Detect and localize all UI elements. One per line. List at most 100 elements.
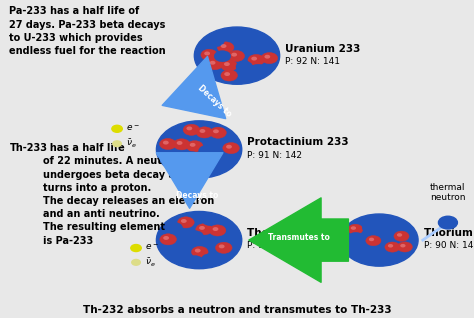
Circle shape — [163, 141, 169, 145]
Circle shape — [235, 70, 251, 81]
Circle shape — [183, 124, 200, 135]
Text: Uranium 233: Uranium 233 — [285, 44, 361, 54]
Circle shape — [208, 36, 224, 47]
Circle shape — [190, 143, 196, 147]
Circle shape — [213, 149, 229, 161]
Circle shape — [348, 224, 363, 234]
Circle shape — [131, 245, 141, 252]
Text: $e^-$: $e^-$ — [145, 243, 158, 252]
Circle shape — [221, 44, 227, 48]
Circle shape — [438, 216, 457, 229]
Text: Decays to: Decays to — [175, 191, 218, 200]
Circle shape — [226, 145, 232, 149]
Circle shape — [196, 224, 212, 235]
Circle shape — [349, 245, 365, 255]
Circle shape — [261, 52, 278, 64]
Text: P: 91 N: 142: P: 91 N: 142 — [247, 151, 302, 160]
Circle shape — [113, 141, 121, 147]
Circle shape — [224, 72, 230, 76]
Circle shape — [228, 51, 245, 62]
Circle shape — [377, 232, 392, 242]
Circle shape — [251, 57, 257, 60]
Circle shape — [365, 254, 380, 264]
Circle shape — [248, 54, 264, 66]
Circle shape — [171, 129, 187, 140]
Text: P: 90 N: 142: P: 90 N: 142 — [424, 241, 474, 250]
Text: $\bar{\nu}_e$: $\bar{\nu}_e$ — [126, 138, 137, 150]
Circle shape — [231, 32, 248, 44]
Text: $e^-$: $e^-$ — [126, 123, 139, 133]
Circle shape — [374, 216, 390, 226]
Circle shape — [394, 231, 409, 241]
Circle shape — [366, 236, 381, 246]
Circle shape — [173, 230, 190, 241]
Circle shape — [185, 165, 202, 176]
Circle shape — [219, 245, 225, 248]
Circle shape — [385, 220, 400, 231]
Circle shape — [250, 64, 266, 75]
Circle shape — [167, 158, 183, 169]
Text: P: 90 N: 143: P: 90 N: 143 — [247, 241, 302, 250]
Circle shape — [209, 225, 226, 236]
Circle shape — [369, 238, 374, 241]
Circle shape — [163, 236, 169, 240]
Text: Pa-233 has a half life of
27 days. Pa-233 beta decays
to U-233 which provides
en: Pa-233 has a half life of 27 days. Pa-23… — [9, 6, 166, 56]
Circle shape — [364, 246, 379, 256]
Circle shape — [224, 62, 230, 66]
Circle shape — [212, 227, 219, 231]
Circle shape — [206, 59, 223, 70]
Circle shape — [236, 61, 253, 72]
Circle shape — [351, 226, 356, 230]
Circle shape — [202, 214, 219, 226]
Circle shape — [186, 141, 203, 152]
Circle shape — [181, 219, 187, 223]
Circle shape — [156, 211, 242, 269]
Text: Thorium 233: Thorium 233 — [247, 228, 322, 238]
Circle shape — [340, 214, 418, 266]
Circle shape — [255, 43, 272, 54]
Text: P: 92 N: 141: P: 92 N: 141 — [285, 57, 340, 66]
Circle shape — [184, 152, 201, 163]
Circle shape — [348, 232, 364, 243]
Text: has a half life
of 22 minutes. A neutron
undergoes beta decay and
turns into a p: has a half life of 22 minutes. A neutron… — [43, 143, 214, 245]
Circle shape — [162, 244, 178, 255]
Circle shape — [170, 148, 187, 159]
Circle shape — [173, 139, 190, 150]
Text: Thorium 232: Thorium 232 — [424, 228, 474, 238]
Circle shape — [166, 222, 182, 233]
Circle shape — [132, 259, 140, 265]
Circle shape — [214, 51, 231, 62]
Circle shape — [388, 244, 393, 247]
Circle shape — [200, 129, 205, 133]
Circle shape — [221, 70, 237, 81]
Circle shape — [160, 234, 176, 245]
Circle shape — [218, 42, 234, 53]
Circle shape — [198, 238, 214, 249]
Text: Protactinium 233: Protactinium 233 — [247, 137, 349, 148]
Text: Decays to: Decays to — [196, 83, 233, 119]
Text: $\bar{\nu}_e$: $\bar{\nu}_e$ — [145, 256, 155, 268]
Circle shape — [207, 159, 224, 170]
Circle shape — [181, 239, 198, 250]
Circle shape — [385, 242, 400, 252]
Circle shape — [216, 233, 232, 244]
Circle shape — [221, 60, 237, 71]
Circle shape — [174, 250, 191, 261]
Circle shape — [156, 121, 242, 178]
Circle shape — [240, 42, 256, 53]
Circle shape — [177, 141, 182, 145]
Circle shape — [199, 226, 205, 230]
Text: Th-233: Th-233 — [9, 143, 47, 153]
Circle shape — [216, 242, 232, 253]
Circle shape — [204, 52, 210, 55]
Circle shape — [186, 127, 192, 130]
Circle shape — [213, 129, 219, 133]
Circle shape — [195, 249, 201, 252]
Circle shape — [210, 127, 227, 138]
Text: Transmutes to: Transmutes to — [268, 233, 329, 242]
Circle shape — [397, 233, 402, 237]
Circle shape — [362, 223, 377, 233]
Circle shape — [178, 217, 194, 228]
Circle shape — [247, 34, 264, 45]
Text: Th-232 absorbs a neutron and transmutes to Th-233: Th-232 absorbs a neutron and transmutes … — [82, 305, 392, 315]
